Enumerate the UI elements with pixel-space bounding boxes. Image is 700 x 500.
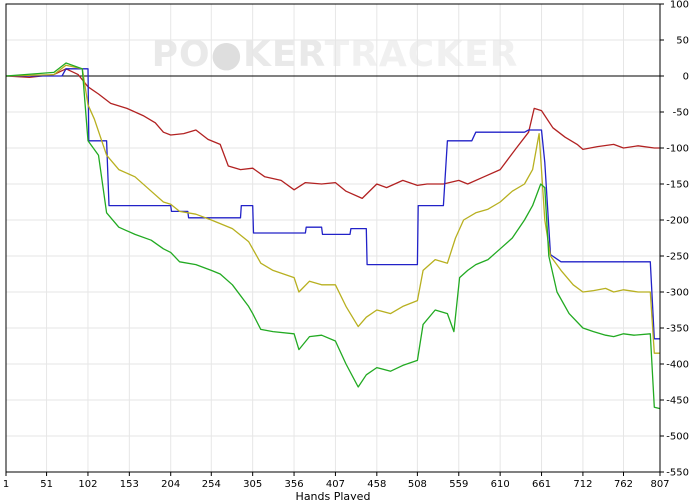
x-tick-label: 305 (243, 479, 262, 490)
x-axis: 1 51 102 153 204 254 305 356 407 458 508 559 610 661 7… (3, 472, 670, 490)
x-tick-label: 407 (326, 479, 345, 490)
x-tick-label: 610 (491, 479, 510, 490)
x-tick-label: 762 (614, 479, 633, 490)
series-line-2 (6, 68, 660, 340)
x-tick-label: 1 (3, 479, 9, 490)
series-line-4 (5, 62, 661, 410)
y-axis: 100 50 0 -50 -100 -150 -200 -250 -300 -350 -400 -45… (660, 0, 689, 479)
y-tick-label: -50 (673, 108, 689, 119)
y-tick-label: -100 (666, 144, 689, 155)
y-tick-label: 50 (676, 36, 689, 47)
y-tick-label: -400 (666, 360, 689, 371)
y-tick-label: 0 (683, 72, 689, 83)
x-tick-label: 356 (285, 479, 304, 490)
y-tick-label: -300 (666, 288, 689, 299)
series-layer (5, 62, 661, 410)
y-tick-label: -200 (666, 216, 689, 227)
plot-background (6, 4, 660, 472)
y-tick-label: -350 (666, 324, 689, 335)
plot-frame (5, 3, 661, 473)
y-tick-label: -500 (666, 432, 689, 443)
y-tick-label: -250 (666, 252, 689, 263)
x-tick-label: 508 (408, 479, 427, 490)
y-tick-label: -550 (666, 468, 689, 479)
watermark: PO●KERTRACKER (152, 34, 519, 75)
x-tick-label: 51 (40, 479, 53, 490)
x-tick-label: 204 (161, 479, 180, 490)
y-tick-label: -450 (666, 396, 689, 407)
y-tick-label: -150 (666, 180, 689, 191)
grid (5, 3, 661, 473)
series-line-1 (5, 68, 660, 200)
y-tick-label: 100 (670, 0, 689, 11)
x-tick-label: 807 (650, 479, 669, 490)
x-tick-label: 102 (78, 479, 97, 490)
x-tick-label: 559 (449, 479, 468, 490)
series-line-3 (5, 64, 660, 354)
x-tick-label: 458 (367, 479, 386, 490)
x-axis-title: Hands Played (296, 490, 371, 500)
x-tick-label: 153 (120, 479, 139, 490)
x-tick-label: 254 (202, 479, 221, 490)
x-tick-label: 661 (532, 479, 551, 490)
x-tick-label: 712 (573, 479, 592, 490)
watermark-chip-icon: ● (211, 34, 243, 75)
